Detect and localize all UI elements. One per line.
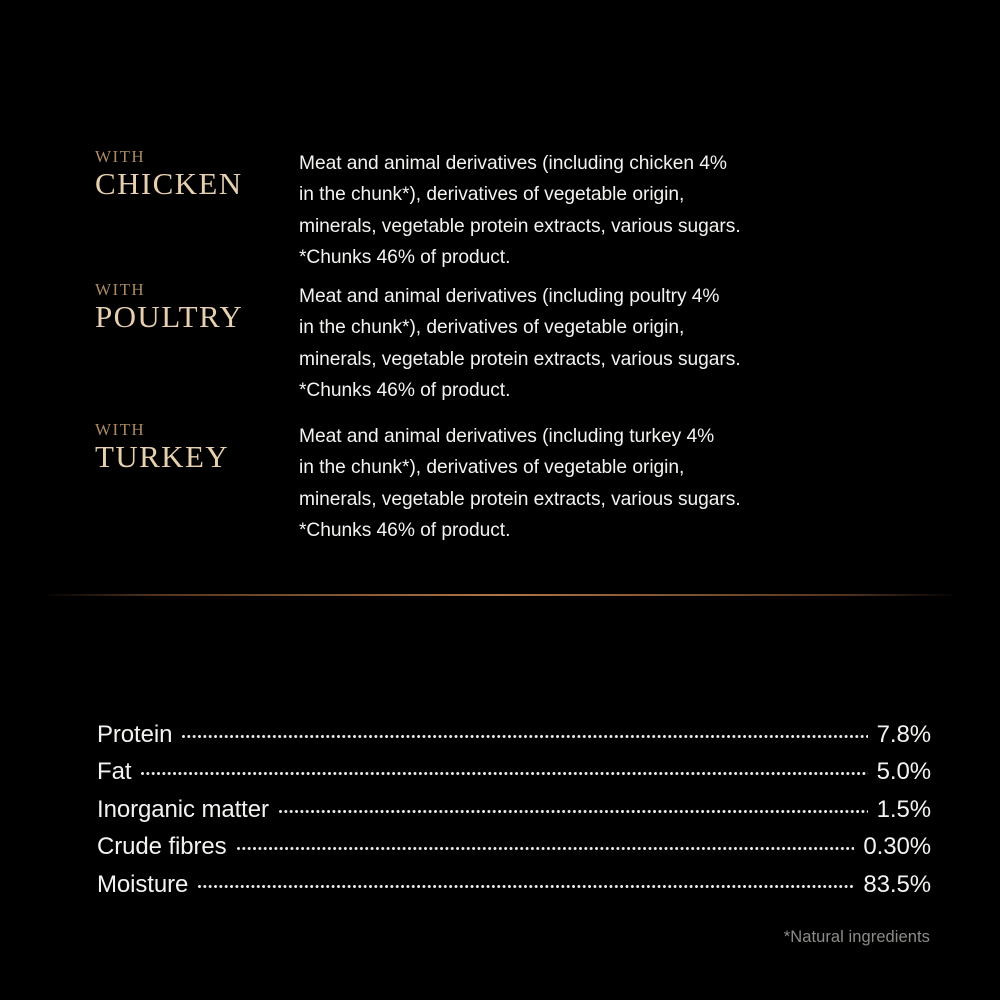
footnote-natural-ingredients: *Natural ingredients	[783, 928, 930, 946]
dotted-leader	[182, 718, 868, 742]
constituent-label: Protein	[97, 721, 173, 748]
ingredient-text-line: *Chunks 46% of product.	[299, 519, 511, 541]
section-divider	[48, 594, 952, 596]
dotted-leader	[198, 868, 855, 892]
ingredient-label-poultry: WITH POULTRY	[95, 281, 295, 335]
ingredient-text-line: Meat and animal derivatives (including p…	[299, 286, 720, 307]
ingredient-text-line: *Chunks 46% of product.	[299, 379, 511, 401]
constituent-value: 83.5%	[863, 870, 931, 898]
constituent-row: Protein 7.8%	[97, 718, 931, 755]
constituent-label: Crude fibres	[97, 833, 227, 861]
ingredient-text-line: Meat and animal derivatives (including t…	[299, 426, 715, 447]
constituent-row: Crude fibres 0.30%	[97, 830, 931, 867]
ingredient-text-turkey: Meat and animal derivatives (including t…	[299, 421, 859, 546]
ingredient-label-turkey: WITH TURKEY	[95, 421, 295, 475]
constituents-list: Protein 7.8% Fat 5.0% Inorganic matter 1…	[97, 718, 931, 905]
constituent-label: Moisture	[97, 870, 189, 898]
ingredient-variant-name: TURKEY	[95, 438, 230, 474]
constituent-row: Moisture 83.5%	[97, 868, 931, 905]
ingredient-text-line: in the chunk*), derivatives of vegetable…	[299, 457, 685, 479]
constituent-value: 0.30%	[863, 833, 931, 861]
dotted-leader	[141, 755, 868, 779]
analytical-constituents-heading: ANALYTICAL CONSTITUENTS	[97, 661, 968, 725]
constituent-label: Fat	[97, 758, 132, 786]
ingredient-text-line: *Chunks 46% of product.	[299, 246, 511, 268]
constituent-label: Inorganic matter	[97, 795, 269, 823]
constituent-value: 7.8%	[876, 721, 931, 748]
with-prefix-label: WITH	[95, 420, 146, 439]
with-prefix-label: WITH	[95, 147, 146, 166]
ingredient-text-line: minerals, vegetable protein extracts, va…	[299, 348, 741, 370]
with-prefix-label: WITH	[95, 280, 146, 299]
ingredient-variant-name: POULTRY	[95, 298, 244, 334]
ingredient-text-poultry: Meat and animal derivatives (including p…	[299, 281, 859, 406]
constituent-value: 1.5%	[876, 795, 931, 823]
ingredient-text-chicken: Meat and animal derivatives (including c…	[299, 148, 859, 273]
constituent-row: Fat 5.0%	[97, 755, 931, 792]
constituent-value: 5.0%	[876, 758, 931, 786]
ingredient-text-line: in the chunk*), derivatives of vegetable…	[299, 184, 685, 206]
dotted-leader	[236, 830, 855, 854]
constituent-row: Inorganic matter 1.5%	[97, 793, 931, 830]
dotted-leader	[278, 793, 868, 817]
ingredients-heading: INGREDIENTS	[97, 79, 524, 145]
ingredient-variant-name: CHICKEN	[95, 165, 243, 201]
ingredient-text-line: minerals, vegetable protein extracts, va…	[299, 488, 741, 510]
ingredient-text-line: Meat and animal derivatives (including c…	[299, 153, 727, 174]
ingredient-text-line: minerals, vegetable protein extracts, va…	[299, 215, 741, 237]
ingredient-label-chicken: WITH CHICKEN	[95, 148, 295, 202]
ingredient-text-line: in the chunk*), derivatives of vegetable…	[299, 317, 685, 339]
